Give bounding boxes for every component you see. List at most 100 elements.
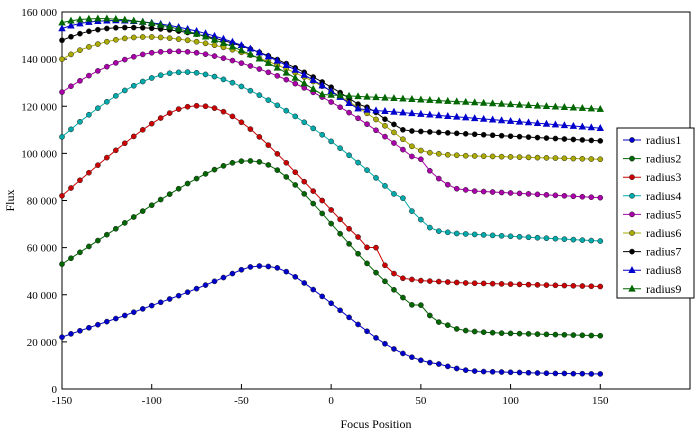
data-point-radius1	[121, 312, 128, 319]
data-point-radius3	[238, 119, 245, 126]
data-point-radius6	[579, 155, 586, 162]
data-point-radius7	[570, 136, 577, 143]
data-point-radius1	[525, 369, 532, 376]
data-point-radius2	[570, 332, 577, 338]
data-point-radius2	[400, 294, 406, 301]
data-point-radius6	[570, 155, 577, 162]
data-point-radius1	[435, 361, 442, 367]
data-point-radius5	[256, 66, 263, 72]
data-point-radius4	[301, 119, 308, 126]
data-point-radius9	[219, 38, 228, 46]
data-point-radius3	[229, 113, 236, 120]
legend-item-radius6: radius6	[623, 226, 681, 240]
data-point-radius4	[409, 208, 415, 214]
data-point-radius6	[59, 56, 65, 62]
data-point-radius9	[76, 15, 84, 23]
data-point-radius3	[265, 142, 272, 148]
data-point-radius9	[533, 101, 542, 109]
x-tick-label: 0	[328, 395, 334, 407]
data-point-radius4	[570, 236, 577, 243]
data-point-radius1	[426, 359, 433, 366]
x-axis-label: Focus Position	[340, 417, 411, 431]
data-point-radius3	[157, 115, 164, 121]
data-point-radius2	[328, 220, 334, 227]
data-point-radius8	[479, 114, 488, 122]
data-point-radius1	[247, 264, 254, 270]
data-point-radius5	[139, 51, 146, 58]
data-point-radius6	[462, 152, 469, 159]
data-point-radius7	[480, 131, 487, 138]
data-point-radius9	[156, 20, 165, 28]
data-point-radius4	[543, 235, 550, 242]
data-point-radius3	[435, 278, 442, 285]
data-point-radius5	[418, 156, 424, 163]
data-point-radius4	[525, 234, 532, 241]
data-point-radius3	[130, 133, 137, 140]
data-point-radius6	[507, 154, 514, 160]
legend-label: radius9	[646, 282, 681, 296]
data-point-radius4	[193, 69, 200, 76]
data-point-radius6	[373, 116, 379, 123]
data-point-radius1	[166, 296, 173, 302]
data-point-radius2	[597, 332, 604, 339]
data-point-radius4	[426, 224, 433, 231]
data-point-radius5	[346, 109, 352, 116]
data-point-radius8	[58, 24, 66, 32]
data-point-radius9	[560, 103, 569, 110]
data-point-radius6	[561, 155, 568, 162]
data-point-radius8	[399, 108, 407, 116]
data-point-radius5	[130, 53, 137, 60]
data-point-radius2	[274, 167, 281, 173]
data-point-radius2	[409, 302, 415, 308]
legend-item-radius3: radius3	[623, 170, 681, 184]
legend-marker	[629, 174, 635, 181]
y-tick-label: 60 000	[27, 243, 58, 255]
data-point-radius3	[534, 282, 541, 288]
data-point-radius4	[418, 216, 424, 223]
data-point-radius1	[319, 293, 326, 300]
data-point-radius5	[552, 192, 559, 199]
data-point-radius2	[292, 182, 299, 188]
data-point-radius3	[561, 282, 568, 289]
series-radius3	[59, 102, 604, 290]
data-point-radius5	[121, 56, 128, 63]
data-point-radius5	[229, 57, 236, 64]
data-point-radius6	[552, 155, 559, 161]
data-point-radius3	[319, 197, 326, 204]
legend-label: radius5	[646, 207, 681, 221]
data-point-radius2	[130, 214, 137, 220]
data-point-radius9	[569, 103, 578, 111]
data-point-radius3	[391, 270, 397, 277]
data-point-radius4	[328, 138, 334, 145]
data-point-radius5	[579, 193, 586, 200]
data-point-radius9	[336, 91, 344, 99]
data-point-radius2	[364, 260, 370, 267]
data-point-radius8	[381, 107, 389, 114]
data-point-radius8	[417, 109, 425, 117]
data-point-radius7	[418, 128, 424, 135]
data-point-radius1	[409, 354, 415, 361]
data-point-radius1	[471, 368, 478, 374]
x-tick-label: -150	[52, 395, 73, 407]
data-point-radius7	[516, 133, 523, 140]
data-point-radius9	[390, 94, 398, 102]
data-point-radius5	[211, 53, 218, 59]
data-point-radius1	[130, 309, 137, 316]
data-point-radius1	[220, 274, 227, 281]
data-point-radius9	[309, 84, 317, 92]
data-point-radius9	[94, 14, 102, 22]
data-point-radius5	[265, 69, 272, 76]
data-point-radius9	[121, 15, 129, 23]
data-point-radius1	[355, 321, 361, 328]
data-point-radius8	[435, 111, 443, 119]
data-point-radius9	[327, 90, 335, 98]
data-point-radius7	[391, 121, 397, 128]
data-point-radius3	[471, 280, 478, 287]
data-point-radius5	[355, 115, 361, 122]
data-point-radius2	[95, 237, 101, 244]
data-point-radius2	[579, 332, 586, 339]
data-point-radius5	[426, 167, 433, 174]
data-point-radius9	[524, 101, 533, 109]
data-point-radius8	[345, 99, 353, 106]
chart-axes: -150 -100 -50 0 50 100 150 0 20 000 40 000 60 000 8…	[21, 7, 691, 407]
